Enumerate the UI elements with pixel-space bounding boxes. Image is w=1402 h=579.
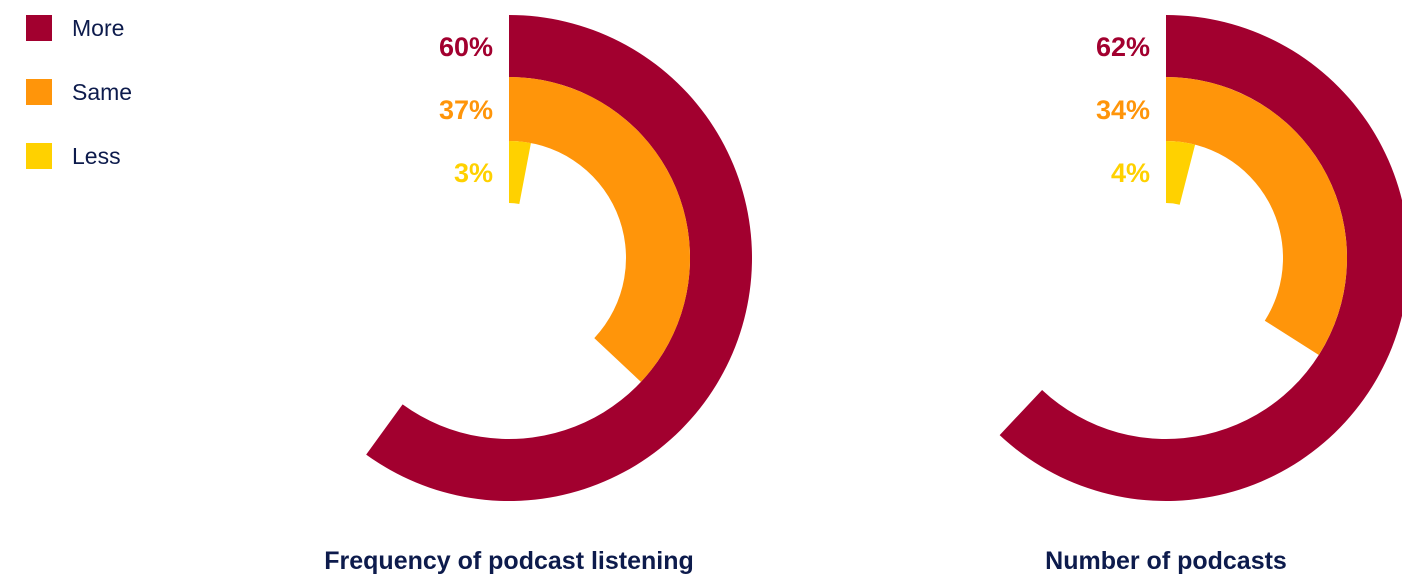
value-label-more: 60% [439, 32, 493, 62]
value-label-less: 4% [1111, 158, 1150, 188]
chart-2: 62% 34% 4% Number of podcasts [999, 15, 1402, 575]
bar-more[interactable] [999, 15, 1402, 501]
bar-same[interactable] [1166, 77, 1348, 355]
value-label-more: 62% [1096, 32, 1150, 62]
chart-title: Number of podcasts [1045, 547, 1287, 575]
legend-label-same: Same [72, 78, 133, 105]
legend-label-less: Less [72, 142, 121, 169]
legend-item-same[interactable]: Same [26, 78, 132, 106]
value-label-less: 3% [454, 158, 493, 188]
bar-more[interactable] [366, 15, 753, 502]
bar-same[interactable] [509, 77, 690, 382]
legend-item-less[interactable]: Less [26, 142, 132, 170]
bar-less[interactable] [509, 141, 531, 204]
legend-swatch-less [26, 143, 52, 169]
bar-less[interactable] [1166, 141, 1196, 205]
legend-swatch-more [26, 15, 52, 41]
chart-title: Frequency of podcast listening [324, 547, 694, 575]
chart-1: 60% 37% 3% Frequency of podcast listening [324, 15, 753, 575]
legend-swatch-same [26, 79, 52, 105]
legend: More Same Less [26, 14, 132, 206]
legend-item-more[interactable]: More [26, 14, 132, 42]
legend-label-more: More [72, 14, 125, 41]
value-label-same: 37% [439, 95, 493, 125]
value-label-same: 34% [1096, 95, 1150, 125]
